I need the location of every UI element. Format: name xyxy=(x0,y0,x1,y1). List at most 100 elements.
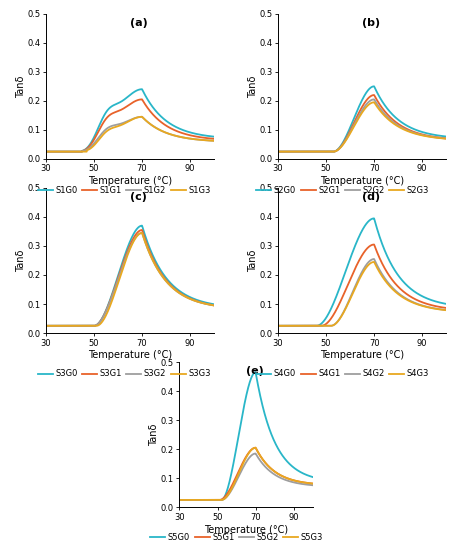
S5G2 xyxy=(277,474,282,481)
S4G2 xyxy=(374,262,379,269)
S2G2 xyxy=(351,122,356,128)
S2G1 xyxy=(370,92,376,98)
S1G0 xyxy=(142,92,148,99)
S5G2 xyxy=(211,497,216,503)
S4G1 xyxy=(304,322,310,329)
S2G0 xyxy=(442,133,448,140)
S2G1 xyxy=(442,135,448,142)
S3G3 xyxy=(73,322,78,329)
S1G1 xyxy=(211,135,217,142)
S1G2 xyxy=(211,138,217,144)
S4G0 xyxy=(304,322,310,329)
S2G1 xyxy=(387,114,392,121)
S5G0 xyxy=(309,474,315,480)
S5G1 xyxy=(255,449,260,456)
S5G0 xyxy=(211,497,216,503)
S4G2 xyxy=(401,295,407,301)
S5G0 xyxy=(265,424,271,430)
S4G0 xyxy=(370,215,376,222)
S1G3 xyxy=(142,117,148,123)
S5G1 xyxy=(309,480,315,487)
S4G0 xyxy=(274,322,280,329)
S5G3 xyxy=(277,472,282,478)
S5G3 xyxy=(265,463,271,470)
S5G3 xyxy=(255,449,260,456)
S1G3 xyxy=(119,122,124,128)
S5G1 xyxy=(176,497,182,503)
X-axis label: Temperature (°C): Temperature (°C) xyxy=(319,350,403,360)
S3G2 xyxy=(86,322,92,329)
S4G0 xyxy=(401,280,407,287)
S5G2 xyxy=(236,471,242,477)
S4G0 xyxy=(374,227,379,233)
S4G0 xyxy=(318,321,323,327)
S2G2 xyxy=(274,148,280,155)
S3G0 xyxy=(139,222,145,229)
S2G3 xyxy=(351,123,356,129)
S5G0 xyxy=(277,449,282,455)
S1G1 xyxy=(43,148,49,155)
S1G0 xyxy=(156,111,161,117)
S2G3 xyxy=(370,99,376,106)
S2G0 xyxy=(318,148,323,155)
S4G3 xyxy=(304,322,310,329)
S1G0 xyxy=(119,98,124,104)
S2G3 xyxy=(274,148,280,155)
S1G3 xyxy=(73,148,78,155)
S2G3 xyxy=(401,126,407,133)
S1G0 xyxy=(139,86,145,92)
S4G0 xyxy=(351,245,356,251)
S4G1 xyxy=(370,241,376,248)
S3G0 xyxy=(86,322,92,329)
Line: S1G1: S1G1 xyxy=(46,100,214,152)
S2G0 xyxy=(274,148,280,155)
Line: S3G2: S3G2 xyxy=(46,233,214,326)
S2G1 xyxy=(318,148,323,155)
S2G3 xyxy=(304,148,310,155)
S3G1 xyxy=(119,263,124,270)
Line: S4G3: S4G3 xyxy=(277,262,445,326)
S1G3 xyxy=(139,113,145,120)
S3G1 xyxy=(170,284,175,290)
X-axis label: Temperature (°C): Temperature (°C) xyxy=(88,176,172,186)
S5G2 xyxy=(255,454,260,461)
X-axis label: Temperature (°C): Temperature (°C) xyxy=(204,525,287,535)
S2G2 xyxy=(401,126,407,133)
S1G2 xyxy=(119,120,124,127)
S4G0 xyxy=(387,260,392,266)
S5G1 xyxy=(265,463,271,470)
Legend: S5G0, S5G1, S5G2, S5G3: S5G0, S5G1, S5G2, S5G3 xyxy=(150,534,323,542)
S4G2 xyxy=(370,256,376,262)
S4G0 xyxy=(442,301,448,307)
S2G2 xyxy=(442,135,448,142)
S1G0 xyxy=(211,133,217,140)
X-axis label: Temperature (°C): Temperature (°C) xyxy=(88,350,172,360)
S2G1 xyxy=(401,125,407,131)
S2G2 xyxy=(304,148,310,155)
S2G0 xyxy=(304,148,310,155)
S1G2 xyxy=(156,126,161,133)
S5G0 xyxy=(176,497,182,503)
S5G1 xyxy=(200,497,205,503)
S3G2 xyxy=(211,302,217,309)
S1G2 xyxy=(43,148,49,155)
S3G2 xyxy=(170,285,175,292)
S5G3 xyxy=(309,480,315,487)
S5G3 xyxy=(211,497,216,503)
S3G1 xyxy=(156,266,161,273)
Text: (a): (a) xyxy=(130,18,147,28)
S4G3 xyxy=(442,307,448,314)
S4G1 xyxy=(351,267,356,274)
S5G3 xyxy=(236,468,242,474)
S4G1 xyxy=(401,289,407,296)
S1G1 xyxy=(139,96,145,103)
S4G1 xyxy=(442,305,448,311)
S5G2 xyxy=(200,497,205,503)
S1G2 xyxy=(73,148,78,155)
S2G1 xyxy=(374,97,379,104)
Line: S3G3: S3G3 xyxy=(46,233,214,326)
S1G3 xyxy=(170,132,175,139)
S3G1 xyxy=(43,322,49,329)
S1G1 xyxy=(156,117,161,123)
S3G0 xyxy=(211,301,217,307)
